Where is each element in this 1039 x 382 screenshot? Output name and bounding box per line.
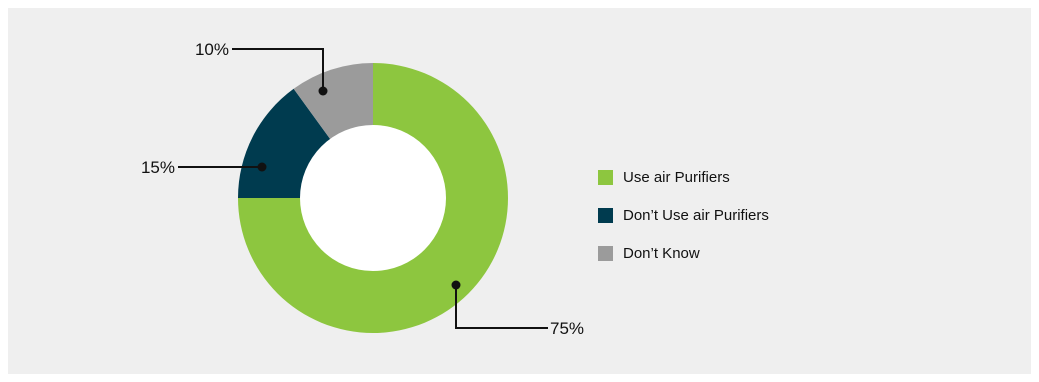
donut-hole: [300, 125, 446, 271]
value-labels-group: 75% 15% 10%: [141, 40, 584, 338]
legend-swatch-dont-use-air-purifiers: [598, 207, 613, 223]
legend: Use air Purifiers Don’t Use air Purifier…: [598, 168, 769, 282]
legend-swatch-dont-know: [598, 245, 613, 261]
leader-dot-dont-use-air-purifiers: [257, 162, 267, 172]
legend-swatch-use-air-purifiers: [598, 169, 613, 185]
leader-dot-dont-know: [318, 86, 328, 96]
leader-line-use-air-purifiers: [455, 285, 548, 329]
value-label-dont-use-air-purifiers: 15%: [141, 158, 175, 177]
legend-label-use-air-purifiers: Use air Purifiers: [623, 168, 730, 186]
leader-line-dont-know: [232, 48, 324, 91]
legend-label-dont-use-air-purifiers: Don’t Use air Purifiers: [623, 206, 769, 224]
leader-dot-use-air-purifiers: [451, 280, 461, 290]
legend-item-dont-use-air-purifiers: Don’t Use air Purifiers: [598, 206, 769, 224]
chart-panel: [8, 8, 1031, 374]
legend-item-dont-know: Don’t Know: [598, 244, 769, 262]
value-label-use-air-purifiers: 75%: [550, 319, 584, 338]
legend-item-use-air-purifiers: Use air Purifiers: [598, 168, 769, 186]
value-label-dont-know: 10%: [195, 40, 229, 59]
legend-label-dont-know: Don’t Know: [623, 244, 700, 262]
leader-lines-group: [178, 48, 548, 329]
